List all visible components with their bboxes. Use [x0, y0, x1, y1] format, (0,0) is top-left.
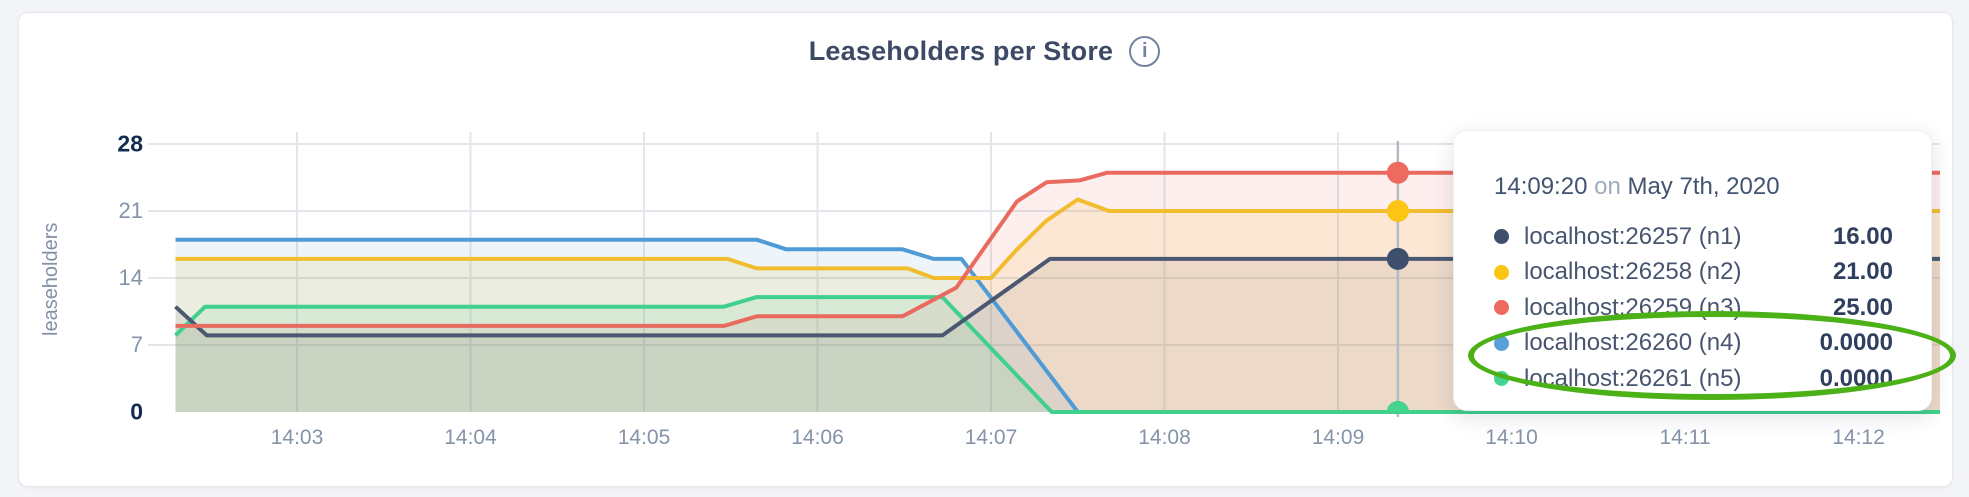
series-line — [175, 170, 1940, 328]
x-tick-label: 14:03 — [270, 426, 324, 449]
x-tick-label: 14:12 — [1832, 426, 1885, 449]
series-line — [175, 197, 1940, 280]
tooltip-timestamp: 14:09:20 on May 7th, 2020 — [1494, 173, 1931, 201]
hover-datapoint-dot — [1386, 247, 1409, 270]
tooltip-series-value: 21.00 — [1832, 258, 1893, 286]
tooltip-series-name: localhost:26260 (n4) — [1524, 329, 1742, 357]
x-tick-label: 14:05 — [617, 426, 671, 449]
tooltip-row: localhost:26260 (n4) 0.0000 — [1494, 326, 1893, 362]
tooltip-time: 14:09:20 — [1494, 173, 1588, 200]
x-tick-label: 14:10 — [1485, 426, 1538, 449]
x-tick-label: 14:07 — [964, 426, 1018, 449]
y-tick-label: 21 — [118, 198, 143, 223]
chart-title: Leaseholders per Store — [808, 36, 1114, 66]
tooltip-series-name: localhost:26259 (n3) — [1524, 293, 1742, 321]
tooltip-series-name: localhost:26257 (n1) — [1524, 222, 1742, 250]
tooltip-on-word: on — [1594, 173, 1621, 200]
y-tick-label: 14 — [118, 265, 143, 290]
series-color-dot-icon — [1494, 229, 1509, 245]
tooltip-series-value: 0.0000 — [1819, 329, 1893, 357]
hover-datapoint-dot — [1386, 401, 1409, 413]
tooltip-row: localhost:26257 (n1) 16.00 — [1494, 219, 1893, 255]
tooltip-legend-rows: localhost:26257 (n1) 16.00 localhost:26258… — [1494, 219, 1893, 397]
chart-header: Leaseholders per Store i — [0, 36, 1969, 67]
tooltip-series-name: localhost:26261 (n5) — [1524, 364, 1742, 392]
tooltip-date: May 7th, 2020 — [1627, 173, 1780, 200]
hover-datapoint-dot — [1386, 161, 1409, 184]
series-line — [174, 295, 1940, 414]
series-color-dot-icon — [1494, 371, 1509, 387]
info-icon[interactable]: i — [1129, 36, 1161, 67]
y-tick-label: 0 — [130, 398, 143, 425]
series-color-dot-icon — [1494, 264, 1509, 280]
x-tick-label: 14:04 — [444, 426, 497, 449]
series-color-dot-icon — [1494, 300, 1509, 316]
tooltip-row: localhost:26259 (n3) 25.00 — [1494, 290, 1893, 326]
x-tick-label: 14:08 — [1138, 426, 1191, 449]
tooltip-series-name: localhost:26258 (n2) — [1524, 258, 1742, 286]
tooltip-row: localhost:26258 (n2) 21.00 — [1494, 255, 1893, 291]
tooltip-series-value: 16.00 — [1832, 222, 1893, 250]
series-area-fill — [175, 239, 1940, 412]
tooltip-series-value: 0.0000 — [1819, 364, 1893, 392]
x-tick-label: 14:09 — [1311, 426, 1365, 449]
series-line — [175, 237, 1940, 414]
tooltip-row: localhost:26261 (n5) 0.0000 — [1494, 361, 1893, 397]
x-tick-label: 14:11 — [1659, 426, 1711, 449]
x-tick-label: 14:06 — [791, 426, 844, 449]
tooltip-series-value: 25.00 — [1832, 293, 1893, 321]
y-axis-label: leaseholders — [40, 222, 62, 337]
series-color-dot-icon — [1494, 335, 1509, 351]
hover-tooltip: 14:09:20 on May 7th, 2020 localhost:2625… — [1453, 130, 1932, 411]
y-tick-label: 7 — [130, 332, 143, 357]
hover-datapoint-dot — [1386, 200, 1409, 223]
y-tick-label: 28 — [117, 130, 143, 157]
